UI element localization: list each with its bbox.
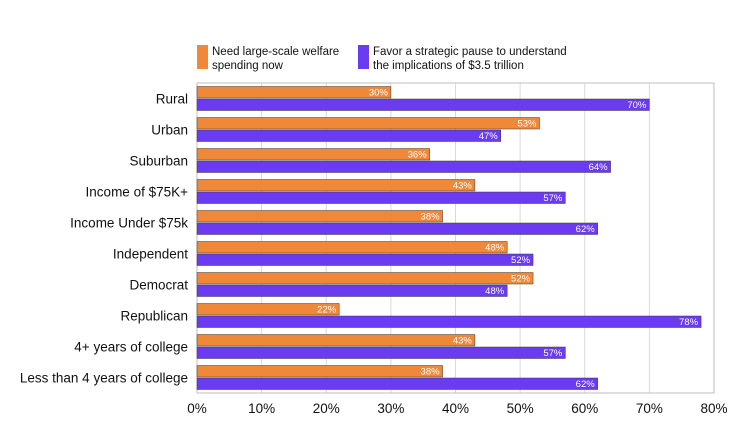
bar-pause [196,284,508,297]
data-label: 30% [369,88,389,99]
data-label: 47% [479,131,499,142]
data-label: 62% [576,224,596,235]
category-label: Income of $75K+ [86,185,189,200]
data-label: 64% [589,162,609,173]
category-label: 4+ years of college [74,340,188,355]
bar-welfare [196,272,534,285]
gridlines [196,82,715,394]
data-label: 48% [485,286,505,297]
x-tick-label: 50% [507,401,534,416]
bar-pause [196,253,534,266]
bar-welfare [196,148,430,161]
x-tick-label: 40% [442,401,469,416]
category-label: Rural [156,92,188,107]
legend-label: spending now [212,60,284,72]
category-label: Suburban [129,154,188,169]
bar-pause [196,191,566,204]
data-label: 38% [421,212,441,223]
bar-welfare [196,334,476,347]
bar-welfare [196,241,508,254]
legend-swatch-pause [358,45,369,69]
plot-area-border [196,82,715,394]
data-label: 36% [408,150,428,161]
x-tick-label: 70% [636,401,663,416]
legend-label: the implications of $3.5 trillion [373,60,524,72]
x-tick-label: 0% [187,401,207,416]
bar-pause [196,98,650,111]
data-label: 62% [576,379,596,390]
data-label: 43% [453,181,473,192]
x-tick-label: 10% [248,401,275,416]
data-label: 78% [679,317,699,328]
data-label: 52% [511,255,531,266]
bar-pause [196,160,611,173]
category-label: Less than 4 years of college [20,371,188,386]
bar-pause [196,377,598,390]
category-label: Urban [151,123,188,138]
bar-welfare [196,365,443,378]
legend-label: Favor a strategic pause to understand [373,46,567,58]
x-tick-label: 60% [571,401,598,416]
bar-pause [196,315,702,328]
data-label: 48% [485,243,505,254]
bar-welfare [196,117,540,130]
category-label: Republican [120,309,188,324]
data-label: 52% [511,274,531,285]
x-axis-ticks: 0% 10% 20% 30% 40% 50% 60% 70% 80% [187,401,727,416]
data-label: 22% [317,305,337,316]
bar-pause [196,129,501,142]
category-label: Income Under $75k [70,216,188,231]
data-label: 38% [421,367,441,378]
data-label: 57% [543,193,563,204]
category-label: Independent [113,247,188,262]
bar-welfare [196,303,340,316]
legend-swatch-welfare [197,45,208,69]
bar-pause [196,222,598,235]
bar-pause [196,346,566,359]
bar-welfare [196,86,392,99]
data-label: 43% [453,336,473,347]
category-label: Democrat [129,278,188,293]
bar-welfare [196,179,476,192]
x-tick-label: 80% [700,401,727,416]
x-tick-label: 20% [313,401,340,416]
bars: 30% 70% 53% 47% 36% 64% 43% 57% 38% 62% 48% 52% 52% 4… [196,86,702,390]
legend: Need large-scale welfare spending now Favo… [197,45,567,72]
data-label: 70% [627,100,647,111]
legend-label: Need large-scale welfare [212,46,339,58]
data-label: 53% [517,119,537,130]
data-label: 57% [543,348,563,359]
x-tick-label: 30% [377,401,404,416]
bar-welfare [196,210,443,223]
category-labels: Rural Urban Suburban Income of $75K+ Income … [20,92,188,386]
